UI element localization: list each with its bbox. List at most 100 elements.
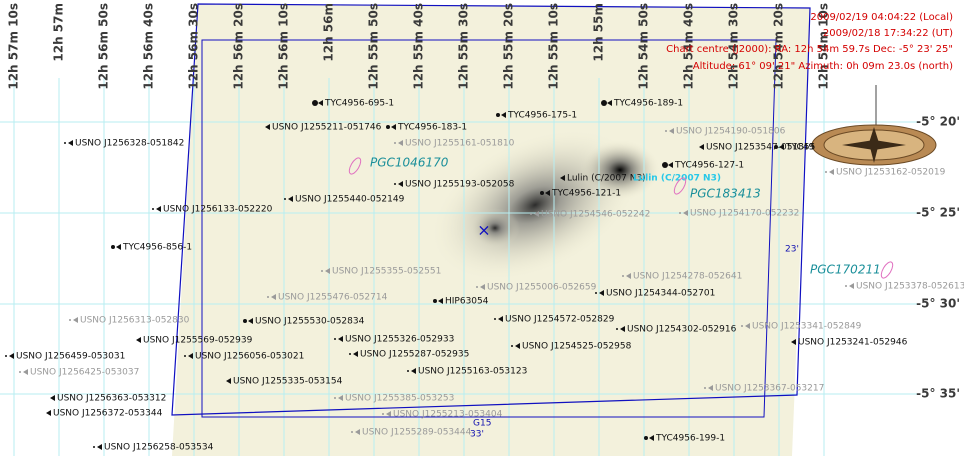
ra-label: 12h 54m 20s: [772, 3, 786, 90]
grid: [0, 78, 918, 456]
pointer: [265, 124, 270, 130]
pointer: [626, 273, 631, 279]
object-label: USNO J1254546-052242: [541, 210, 650, 220]
star: [601, 100, 607, 106]
labels: 12h 57m 10s 12h 57m 12h 56m 50s 12h 56m 40s…: [5, 3, 964, 453]
pointer: [23, 369, 28, 375]
pointer: [398, 181, 403, 187]
pointer: [353, 351, 358, 357]
star: [312, 100, 318, 106]
star: [662, 162, 668, 168]
dec-label: -5° 20': [916, 115, 960, 129]
star: [382, 413, 384, 415]
pointer: [188, 353, 193, 359]
pointer: [411, 368, 416, 374]
star: [616, 328, 618, 330]
ra-label: 12h 56m 50s: [97, 3, 111, 90]
galaxy-label: PGC183413: [690, 187, 761, 201]
pointer: [669, 128, 674, 134]
ra-label: 12h 56m 20s: [232, 3, 246, 90]
object-label: USNO J1253367-053217: [715, 384, 824, 394]
pointer: [599, 290, 604, 296]
pointer: [68, 140, 73, 146]
star: [243, 319, 247, 323]
ra-label: 12h 54m 50s: [637, 3, 651, 90]
object-label: USNO J1255161-051810: [405, 139, 515, 149]
star: [644, 436, 648, 440]
pointer: [480, 284, 485, 290]
object-label: Lulin (C/2007 N3): [567, 174, 646, 184]
ra-label: 12h 56m: [322, 3, 336, 62]
pointer: [386, 411, 391, 417]
object-label: USNO J1255213-053404: [393, 410, 503, 420]
star: [476, 286, 478, 288]
pointer: [391, 124, 396, 130]
galaxy-outline: [880, 261, 894, 279]
object-label: USNO J1255193-052058: [405, 180, 515, 190]
star: [595, 292, 597, 294]
dec-label: -5° 30': [916, 297, 960, 311]
pointer: [338, 395, 343, 401]
object-label: USNO J1255476-052714: [278, 293, 388, 303]
ra-label: 12h 57m 10s: [7, 3, 21, 90]
object-label: USNO J1254190-051806: [676, 127, 786, 137]
star: [394, 142, 396, 144]
pointer: [708, 385, 713, 391]
ra-label: 12h 54m 30s: [727, 3, 741, 90]
ra-label: 12h 55m 40s: [412, 3, 426, 90]
galaxy-label: PGC1046170: [370, 156, 449, 170]
star: [530, 213, 532, 215]
dec-label: -5° 25': [916, 206, 960, 220]
ra-label: 12h 55m 10s: [547, 3, 561, 90]
galaxy-outline: [348, 157, 362, 175]
object-label: USNO J1256056-053021: [195, 352, 304, 362]
object-label: USNO J1255355-052551: [332, 267, 441, 277]
star: [433, 299, 437, 303]
star: [334, 338, 336, 340]
object-label: TYC4956-199-1: [655, 434, 725, 444]
object-label: USNO J1253162-052019: [836, 168, 946, 178]
info-line: 2009/02/18 17:34:22 (UT): [823, 28, 953, 39]
object-label: USNO J1256363-053312: [57, 394, 166, 404]
pointer: [779, 144, 784, 150]
pointer: [116, 244, 121, 250]
object-label: USNO J1256313-052830: [80, 316, 190, 326]
object-label: USNO J1253378-052613: [856, 282, 964, 292]
pointer: [649, 435, 654, 441]
ra-label: 12h 56m 30s: [187, 3, 201, 90]
star: [111, 245, 115, 249]
star: [845, 285, 847, 287]
object-label: USNO J1254278-052641: [633, 272, 742, 282]
star: [825, 171, 827, 173]
object-label: TYC4956-127-1: [674, 161, 744, 171]
star: [19, 371, 21, 373]
object-label: USNO J1255287-052935: [360, 350, 469, 360]
object-label: USNO J1255163-053123: [418, 367, 527, 377]
object-label: USNO J1254302-052916: [627, 325, 737, 335]
object-label: USNO J1255385-053253: [345, 394, 454, 404]
pointer: [338, 336, 343, 342]
pointer: [560, 175, 565, 181]
fov-label: G15: [473, 419, 491, 429]
star: [321, 270, 323, 272]
fov-inner: [201, 39, 777, 418]
object-label: TYC49: [785, 143, 815, 153]
star: [284, 198, 286, 200]
info-line: 2009/02/19 04:04:22 (Local): [810, 12, 953, 23]
pointer: [791, 339, 796, 345]
object-label: USNO J1255211-051746: [272, 123, 382, 133]
pointer: [829, 169, 834, 175]
fov-label: 23': [785, 245, 799, 255]
star: [704, 387, 706, 389]
object-label: USNO J1255335-053154: [233, 377, 343, 387]
pointer: [50, 395, 55, 401]
pointer: [271, 294, 276, 300]
pointer: [515, 343, 520, 349]
star: [622, 275, 624, 277]
object-label: USNO J1255006-052659: [487, 283, 597, 293]
galaxy-outline: [673, 177, 687, 195]
pointer: [699, 144, 704, 150]
ra-label: 12h 55m 20s: [502, 3, 516, 90]
object-label: TYC4956-183-1: [397, 123, 467, 133]
